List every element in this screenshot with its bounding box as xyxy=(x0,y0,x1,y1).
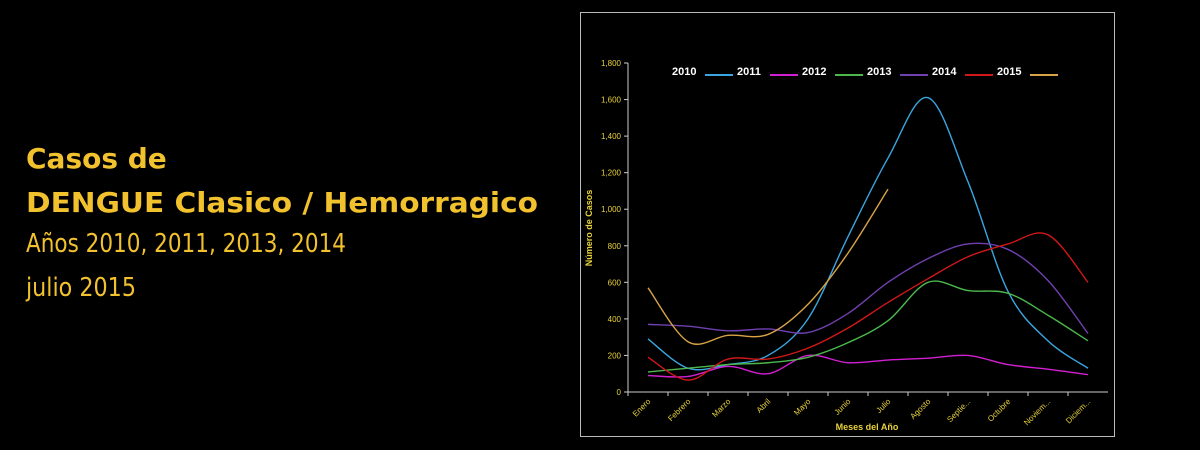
heading-line: Casos de xyxy=(26,142,167,175)
series-line xyxy=(647,354,1089,378)
series-line xyxy=(647,242,1089,334)
legend-label: 2013 xyxy=(867,66,891,78)
heading-line: DENGUE Clasico / Hemorragico xyxy=(26,186,538,219)
legend-label: 2012 xyxy=(802,66,826,78)
legend-label: 2014 xyxy=(932,66,957,78)
legend-label: 2011 xyxy=(737,66,761,78)
y-axis-title: Número de Casos xyxy=(584,190,594,267)
y-tick-label: 200 xyxy=(608,351,622,360)
y-tick-label: 1,600 xyxy=(601,96,622,105)
series-line xyxy=(647,280,1089,373)
y-tick-label: 1,000 xyxy=(601,205,622,214)
y-tick-label: 0 xyxy=(617,388,622,397)
y-tick-label: 1,200 xyxy=(601,169,622,178)
y-tick-label: 600 xyxy=(608,278,622,287)
heading-line: Años 2010, 2011, 2013, 2014 xyxy=(26,229,346,259)
heading-line: julio 2015 xyxy=(25,273,136,303)
chart-frame xyxy=(580,12,1115,437)
y-tick-label: 800 xyxy=(608,242,622,251)
y-tick-label: 400 xyxy=(608,315,622,324)
series-line xyxy=(647,232,1089,381)
y-tick-label: 1,800 xyxy=(601,59,622,68)
y-tick-label: 1,400 xyxy=(601,132,622,141)
legend-label: 2010 xyxy=(672,66,696,78)
series-line xyxy=(647,188,889,345)
x-axis-title: Meses del Año xyxy=(836,422,899,432)
legend-label: 2015 xyxy=(997,66,1021,78)
